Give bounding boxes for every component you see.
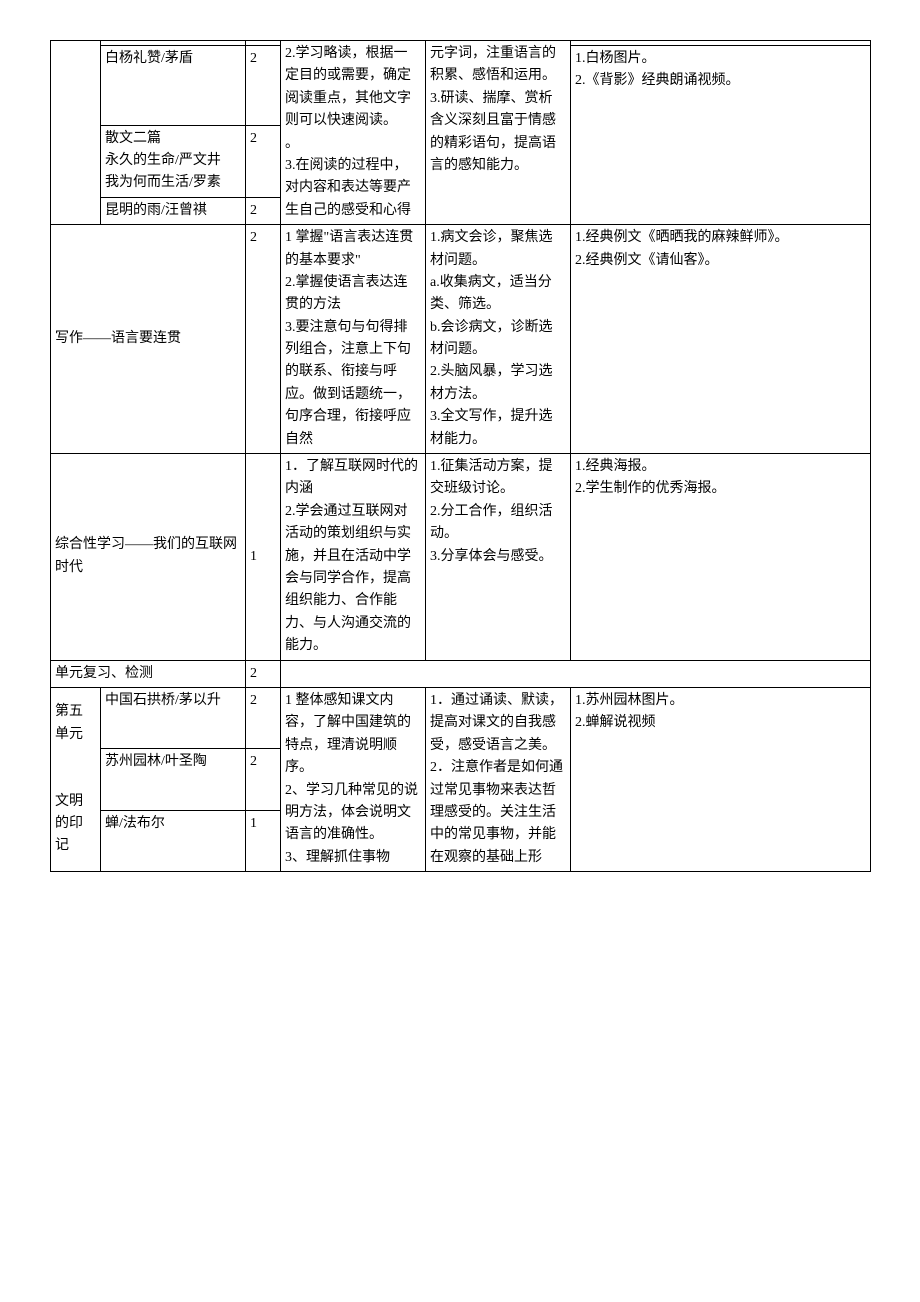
hours-cell: 1 bbox=[246, 810, 281, 871]
hours-cell: 1 bbox=[246, 454, 281, 661]
methods-cell: 1.病文会诊，聚焦选材问题。a.收集病文，适当分类、筛选。b.会诊病文，诊断选材… bbox=[426, 225, 571, 454]
hours-cell: 2 bbox=[246, 225, 281, 454]
methods-cell: 1.征集活动方案，提交班级讨论。2.分工合作，组织活动。3.分享体会与感受。 bbox=[426, 454, 571, 661]
unit-cell: 第五单元文明的印记 bbox=[51, 687, 101, 871]
hours-cell: 2 bbox=[246, 749, 281, 810]
hours-cell: 2 bbox=[246, 687, 281, 748]
resources-cell: 1.白杨图片。2.《背影》经典朗诵视频。 bbox=[571, 46, 871, 225]
objectives-cell: 1．了解互联网时代的内涵2.学会通过互联网对活动的策划组织与实施，并且在活动中学… bbox=[281, 454, 426, 661]
objectives-cell: 1 掌握"语言表达连贯的基本要求"2.掌握使语言表达连贯的方法3.要注意句与句得… bbox=[281, 225, 426, 454]
objectives-cell: 1 整体感知课文内容，了解中国建筑的特点，理清说明顺序。2、学习几种常见的说明方… bbox=[281, 687, 426, 871]
text-cell: 散文二篇永久的生命/严文井我为何而生活/罗素 bbox=[101, 125, 246, 197]
hours-cell: 2 bbox=[246, 125, 281, 197]
curriculum-table: 2.学习略读，根据一定目的或需要，确定阅读重点，其他文字则可以快速阅读。。3.在… bbox=[50, 40, 871, 872]
text-cell: 昆明的雨/汪曾祺 bbox=[101, 197, 246, 224]
resources-cell: 1.苏州园林图片。2.蝉解说视频 bbox=[571, 687, 871, 871]
resources-cell: 1.经典海报。2.学生制作的优秀海报。 bbox=[571, 454, 871, 661]
hours-cell: 2 bbox=[246, 46, 281, 126]
methods-cell: 1．通过诵读、默读，提高对课文的自我感受，感受语言之美。2．注意作者是如何通过常… bbox=[426, 687, 571, 871]
hours-cell: 2 bbox=[246, 660, 281, 687]
empty-cell bbox=[281, 660, 871, 687]
section-cell: 综合性学习——我们的互联网时代 bbox=[51, 454, 246, 661]
section-cell: 写作——语言要连贯 bbox=[51, 225, 246, 454]
section-cell: 单元复习、检测 bbox=[51, 660, 246, 687]
text-cell: 白杨礼赞/茅盾 bbox=[101, 46, 246, 126]
methods-cell: 元字词，注重语言的积累、感悟和运用。3.研读、揣摩、赏析含义深刻且富于情感的精彩… bbox=[426, 41, 571, 225]
objectives-cell: 2.学习略读，根据一定目的或需要，确定阅读重点，其他文字则可以快速阅读。。3.在… bbox=[281, 41, 426, 225]
unit-cell-top bbox=[51, 41, 101, 225]
text-cell: 蝉/法布尔 bbox=[101, 810, 246, 871]
resources-cell: 1.经典例文《晒晒我的麻辣鲜师》。2.经典例文《请仙客》。 bbox=[571, 225, 871, 454]
hours-cell: 2 bbox=[246, 197, 281, 224]
text-cell: 苏州园林/叶圣陶 bbox=[101, 749, 246, 810]
text-cell: 中国石拱桥/茅以升 bbox=[101, 687, 246, 748]
